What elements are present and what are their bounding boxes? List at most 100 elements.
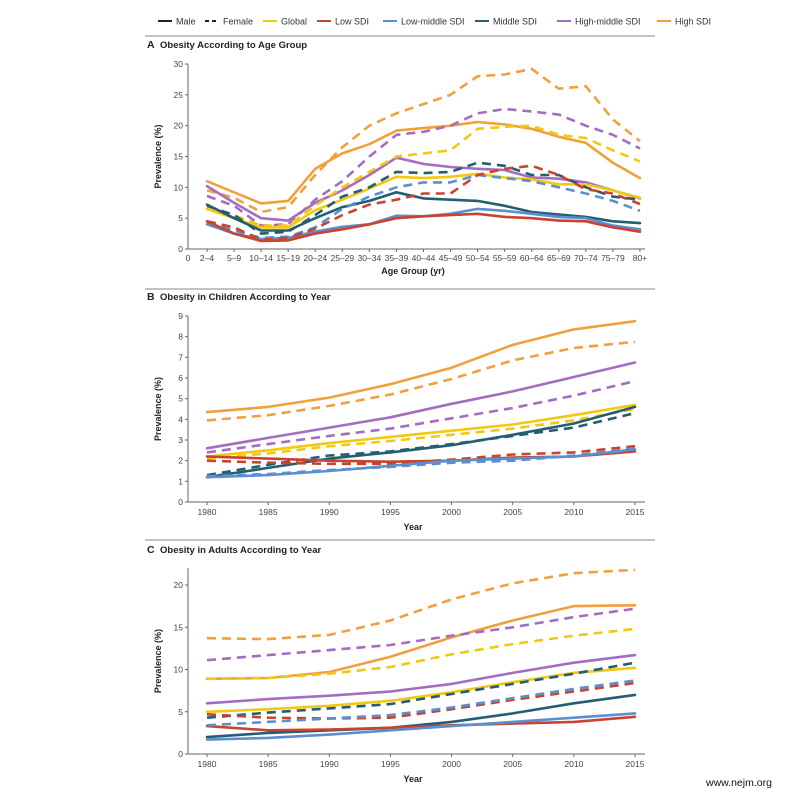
panel-title: Obesity in Adults According to Year [160, 545, 321, 556]
x-tick-label: 50–54 [466, 253, 490, 263]
panel-b: B Obesity in Children According to Year 0 1… [147, 291, 645, 532]
series-line-high-sdi-male [205, 319, 637, 414]
series-line-middle-sdi-male [205, 405, 637, 479]
series-line-middle-sdi-male [205, 191, 642, 232]
series-line-high-middle-sdi-male [205, 653, 637, 705]
series-line-high-sdi-female [206, 568, 636, 641]
legend-item-high-middle-sdi: High-middle SDI [557, 17, 641, 27]
series-line-middle-sdi-female [206, 161, 641, 235]
series-line-high-middle-sdi-female [206, 107, 641, 227]
x-axis-title: Year [403, 522, 423, 532]
x-tick-label: 1990 [320, 759, 339, 769]
y-tick-label: 6 [178, 373, 183, 383]
x-tick-label: 70–74 [574, 253, 598, 263]
y-tick-label: 2 [178, 456, 183, 466]
panel-letter: C [147, 544, 155, 556]
legend-label: Low-middle SDI [401, 17, 465, 27]
x-tick-label: 2010 [564, 759, 583, 769]
panel-letter: B [147, 291, 155, 303]
y-tick-label: 5 [178, 707, 183, 717]
series-line-middle-sdi-male [205, 693, 637, 739]
x-tick-label: 40–44 [412, 253, 436, 263]
legend-label: Middle SDI [493, 17, 537, 27]
series-line-low-middle-sdi-male [205, 207, 642, 241]
x-tick-label: 1980 [198, 507, 217, 517]
series-line-low-middle-sdi-female [206, 173, 641, 240]
series-line-middle-sdi-female [206, 661, 636, 719]
legend-item-middle-sdi: Middle SDI [475, 17, 537, 27]
legend-label: High SDI [675, 17, 711, 27]
x-axis-title: Age Group (yr) [381, 266, 445, 276]
legend-item-low-sdi: Low SDI [317, 17, 369, 27]
legend-item-low-middle-sdi: Low-middle SDI [383, 17, 465, 27]
series-line-high-sdi-female [206, 67, 641, 214]
y-tick-label: 10 [174, 665, 184, 675]
series-line-high-middle-sdi-male [205, 361, 637, 450]
legend-item-female: Female [205, 17, 253, 27]
series-line-global-female [206, 124, 641, 227]
series-line-high-sdi-male [205, 120, 642, 205]
series-line-global-male [205, 403, 637, 458]
x-tick-label: 1985 [259, 759, 278, 769]
x-tick-label: 25–29 [330, 253, 354, 263]
x-tick-label: 1985 [259, 507, 278, 517]
panel-title: Obesity in Children According to Year [160, 292, 331, 303]
series-group [205, 319, 637, 479]
panel-a: A Obesity According to Age Group 0 5 10 15 20 2… [147, 39, 647, 276]
y-tick-label: 3 [178, 435, 183, 445]
y-tick-label: 5 [178, 213, 183, 223]
series-line-global-female [206, 627, 636, 681]
series-group [205, 67, 642, 243]
y-tick-label: 1 [178, 476, 183, 486]
x-tick-label: 35–39 [385, 253, 409, 263]
series-line-low-sdi-female [206, 681, 636, 720]
x-tick-label: 10–14 [249, 253, 273, 263]
y-tick-label: 9 [178, 311, 183, 321]
legend-label: Low SDI [335, 17, 369, 27]
y-tick-label: 20 [174, 580, 184, 590]
panel-c: C Obesity in Adults According to Year 0 5 10… [147, 544, 645, 784]
y-tick-label: 0 [178, 244, 183, 254]
series-line-low-sdi-male [205, 715, 637, 732]
series-line-low-middle-sdi-female [206, 447, 636, 478]
x-tick-label: 60–64 [520, 253, 544, 263]
x-tick-label: 2005 [503, 759, 522, 769]
y-axis-title: Prevalence (%) [153, 124, 163, 188]
series-line-low-middle-sdi-male [205, 447, 637, 479]
legend-item-high-sdi: High SDI [657, 17, 711, 27]
y-tick-label: 15 [174, 622, 184, 632]
y-tick-label: 30 [174, 59, 184, 69]
y-tick-label: 25 [174, 90, 184, 100]
x-tick-label: 1995 [381, 507, 400, 517]
panel-letter: A [147, 39, 155, 51]
x-tick-label: 75–79 [601, 253, 625, 263]
x-tick-label: 2005 [503, 507, 522, 517]
legend-label: Male [176, 17, 196, 27]
y-tick-label: 5 [178, 394, 183, 404]
panel-title: Obesity According to Age Group [160, 40, 307, 51]
y-tick-label: 0 [178, 749, 183, 759]
x-tick-label: 1995 [381, 759, 400, 769]
series-line-high-sdi-female [206, 340, 636, 422]
series-line-high-middle-sdi-female [206, 379, 636, 454]
x-tick-label: 55–59 [493, 253, 517, 263]
x-tick-label: 15–19 [276, 253, 300, 263]
x-tick-label: 2–4 [200, 253, 214, 263]
x-tick-label: 80+ [633, 253, 647, 263]
series-line-low-sdi-female [206, 164, 641, 242]
x-tick-label: 5–9 [227, 253, 241, 263]
x-tick-label: 1990 [320, 507, 339, 517]
x-tick-label: 2015 [626, 507, 645, 517]
series-line-low-sdi-male [205, 212, 642, 243]
series-line-global-female [206, 407, 636, 460]
y-tick-label: 4 [178, 414, 183, 424]
x-tick-label: 1980 [198, 759, 217, 769]
series-line-high-middle-sdi-female [206, 607, 636, 662]
x-tick-label: 0 [186, 253, 191, 263]
y-tick-label: 7 [178, 352, 183, 362]
footer-url: www.nejm.org [705, 777, 772, 789]
legend-label: Global [281, 17, 307, 27]
series-line-global-male [205, 666, 637, 714]
series-group [205, 568, 637, 741]
